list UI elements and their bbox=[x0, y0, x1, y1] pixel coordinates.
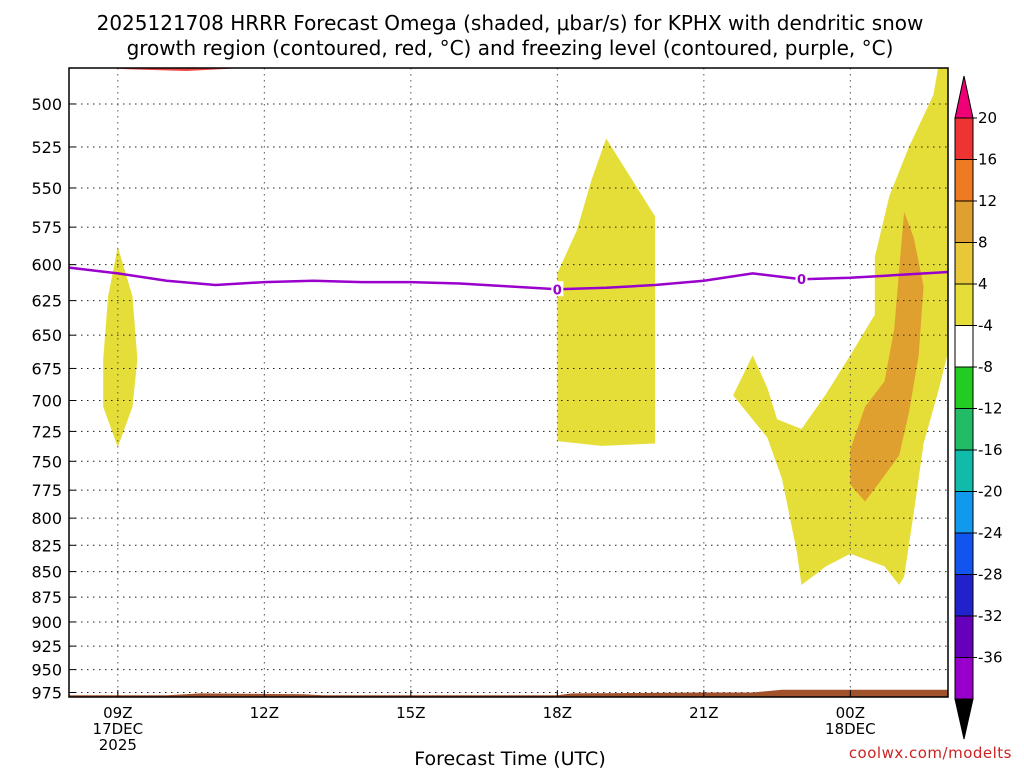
colorbar-top-arrow bbox=[954, 75, 974, 119]
freezing-level-label-2: 0 bbox=[797, 273, 806, 288]
colorbar-bin-14 bbox=[954, 657, 974, 700]
colorbar-bin-11 bbox=[954, 532, 974, 575]
colorbar-bin-9 bbox=[954, 449, 974, 492]
y-tick-label-700: 700 bbox=[31, 391, 62, 410]
colorbar-bin-6 bbox=[954, 325, 974, 368]
colorbar: 20 16 12 8 4 -4 -8 -12 -16 -20 -24 -28 -32 -36 bbox=[954, 75, 1003, 740]
freezing-level-label-1: 0 bbox=[553, 283, 562, 298]
colorbar-label-12: -28 bbox=[978, 566, 1003, 584]
plot-frame bbox=[68, 67, 949, 698]
y-tick-label-725: 725 bbox=[31, 422, 62, 441]
colorbar-bin-1 bbox=[954, 117, 974, 160]
colorbar-label-8: -12 bbox=[978, 400, 1003, 418]
y-tick-label-925: 925 bbox=[31, 637, 62, 656]
y-tick-label-750: 750 bbox=[31, 452, 62, 471]
colorbar-bottom-arrow bbox=[954, 698, 974, 740]
y-tick-label-950: 950 bbox=[31, 661, 62, 680]
colorbar-bin-4 bbox=[954, 242, 974, 285]
dgz-contour-1 bbox=[107, 68, 245, 72]
colorbar-label-6: -4 bbox=[978, 317, 993, 335]
colorbar-label-3: 12 bbox=[978, 192, 997, 210]
plot-content: 00 bbox=[69, 68, 948, 697]
x-axis-label: Forecast Time (UTC) bbox=[414, 748, 605, 768]
colorbar-label-4: 8 bbox=[978, 234, 988, 252]
colorbar-bin-8 bbox=[954, 408, 974, 451]
y-tick-label-850: 850 bbox=[31, 563, 62, 582]
y-tick-label-775: 775 bbox=[31, 481, 62, 500]
y-tick-label-625: 625 bbox=[31, 292, 62, 311]
credit-link[interactable]: coolwx.com/modelts bbox=[849, 744, 1012, 762]
y-tick-label-825: 825 bbox=[31, 536, 62, 555]
colorbar-bin-5 bbox=[954, 283, 974, 326]
chart-title-line-2: growth region (contoured, red, °C) and f… bbox=[127, 36, 894, 60]
y-tick-label-800: 800 bbox=[31, 509, 62, 528]
colorbar-label-14: -36 bbox=[978, 649, 1003, 667]
x-tick-label-6-2: 18DEC bbox=[825, 720, 876, 738]
colorbar-bin-2 bbox=[954, 159, 974, 202]
terrain-fill bbox=[69, 689, 948, 697]
x-tick-label-1-1: 09Z bbox=[103, 704, 132, 722]
x-tick-label-3-1: 15Z bbox=[396, 704, 425, 722]
colorbar-label-11: -24 bbox=[978, 524, 1003, 542]
colorbar-label-10: -20 bbox=[978, 483, 1003, 501]
colorbar-label-5: 4 bbox=[978, 275, 988, 293]
x-tick-label-2-1: 12Z bbox=[250, 704, 279, 722]
y-tick-label-900: 900 bbox=[31, 613, 62, 632]
omega-region-4 bbox=[850, 211, 924, 502]
x-tick-label-5-1: 21Z bbox=[689, 704, 718, 722]
y-tick-label-650: 650 bbox=[31, 326, 62, 345]
x-tick-label-1-3: 2025 bbox=[99, 736, 137, 754]
y-tick-label-675: 675 bbox=[31, 359, 62, 378]
colorbar-label-7: -8 bbox=[978, 358, 993, 376]
y-tick-label-875: 875 bbox=[31, 588, 62, 607]
colorbar-label-2: 16 bbox=[978, 151, 997, 169]
colorbar-label-1: 20 bbox=[978, 109, 997, 127]
freezing-label-bg-2 bbox=[795, 271, 808, 287]
omega-region-2 bbox=[557, 138, 655, 446]
y-tick-label-575: 575 bbox=[31, 218, 62, 237]
y-tick-label-525: 525 bbox=[31, 138, 62, 157]
y-tick-label-550: 550 bbox=[31, 179, 62, 198]
x-tick-label-1-2: 17DEC bbox=[93, 720, 144, 738]
omega-region-1 bbox=[103, 246, 138, 448]
freezing-level-line bbox=[69, 266, 948, 291]
colorbar-bin-3 bbox=[954, 200, 974, 243]
colorbar-bin-13 bbox=[954, 615, 974, 658]
y-tick-label-975: 975 bbox=[31, 683, 62, 702]
colorbar-bin-12 bbox=[954, 574, 974, 617]
chart-title-line-1: 2025121708 HRRR Forecast Omega (shaded, … bbox=[97, 11, 924, 35]
x-tick-label-4-1: 18Z bbox=[543, 704, 572, 722]
colorbar-bin-7 bbox=[954, 366, 974, 409]
colorbar-bin-10 bbox=[954, 491, 974, 534]
x-tick-label-6-1: 00Z bbox=[836, 704, 865, 722]
colorbar-label-13: -32 bbox=[978, 607, 1003, 625]
y-tick-label-500: 500 bbox=[31, 95, 62, 114]
y-tick-label-600: 600 bbox=[31, 256, 62, 275]
y-axis-ticks: 500 525 550 575 600 625 650 675 700 725 750 775 800 8… bbox=[31, 95, 76, 702]
colorbar-label-9: -16 bbox=[978, 441, 1003, 459]
plot-area: 00 bbox=[68, 67, 949, 698]
freezing-label-bg-1 bbox=[551, 281, 564, 297]
